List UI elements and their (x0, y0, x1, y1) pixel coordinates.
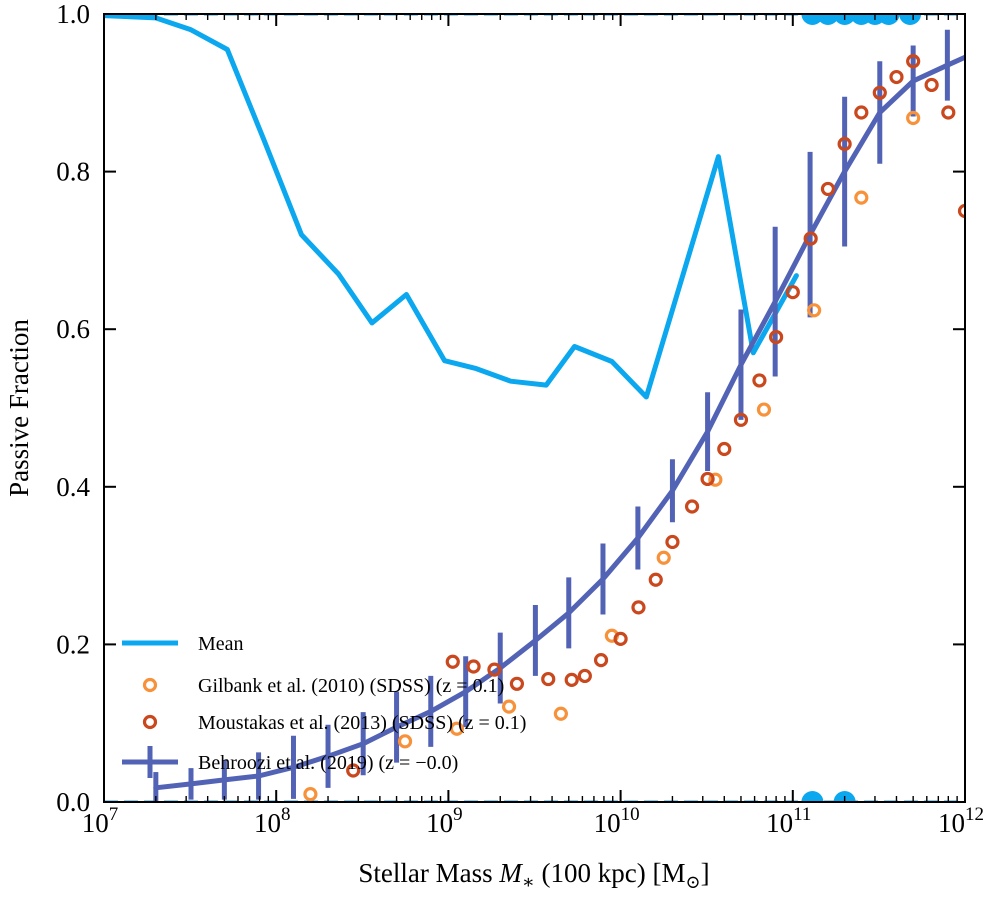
data-point-1 (708, 472, 723, 487)
legend-swatch-2 (142, 714, 158, 730)
x-axis-label: Stellar Mass M∗ (100 kpc) [M⊙] (358, 858, 709, 893)
data-point-2 (346, 763, 361, 778)
data-point-2 (648, 572, 663, 587)
x-tick-label: 107 (82, 804, 119, 838)
y-tick-label: 0.2 (56, 629, 90, 659)
data-point-1 (553, 706, 568, 721)
data-point-2 (613, 631, 628, 646)
data-point-1 (807, 303, 822, 318)
data-point-2 (445, 654, 460, 669)
data-point-2 (957, 203, 965, 219)
legend-label-3: Behroozi et al. (2019) (z = −0.0) (198, 752, 458, 774)
data-point-1 (756, 402, 772, 417)
axis-ticks (103, 13, 966, 803)
data-point-2 (717, 441, 732, 457)
data-point-2 (466, 659, 481, 674)
data-point-2 (593, 653, 609, 668)
data-point-2 (541, 671, 556, 687)
data-point-2 (577, 668, 592, 684)
legend-label-0: Mean (198, 633, 244, 655)
x-tick-label: 1011 (766, 804, 811, 838)
data-point-2 (803, 231, 818, 246)
legend-label-1: Gilbank et al. (2010) (SDSS) (z = 0.1) (198, 675, 504, 697)
data-point-1 (501, 699, 517, 714)
data-point-2 (509, 676, 525, 691)
series-line-0 (104, 14, 799, 400)
y-axis-label: Passive Fraction (4, 319, 34, 497)
data-point-2 (889, 69, 904, 85)
data-point-2 (665, 534, 680, 550)
legend-label-2: Moustakas et al. (2013) (SDSS) (z = 0.1) (198, 712, 526, 734)
data-point-2 (906, 54, 921, 69)
rug-top-point (816, 14, 839, 25)
y-tick-label: 0.8 (56, 157, 90, 187)
plot-frame (103, 13, 966, 803)
y-tick-label: 0.4 (56, 472, 90, 502)
x-tick-label: 1012 (938, 804, 984, 838)
data-point-1 (854, 190, 869, 205)
data-point-1 (906, 110, 921, 126)
data-point-2 (769, 329, 784, 345)
legend: Mean Gilbank et al. (2010) (SDSS) (z = 0.… (122, 633, 526, 778)
data-point-2 (854, 105, 869, 120)
data-point-2 (872, 85, 887, 100)
x-tick-label: 109 (426, 804, 463, 838)
data-point-1 (303, 787, 318, 802)
y-tick-label: 1.0 (56, 0, 90, 29)
data-point-2 (487, 662, 502, 677)
data-point-2 (837, 136, 852, 152)
data-point-1 (656, 550, 671, 565)
rug-top-point (899, 14, 922, 25)
rug-top-point (877, 14, 900, 25)
data-point-2 (733, 412, 749, 427)
rug-bottom-point (801, 791, 824, 802)
data-point-2 (684, 499, 700, 514)
data-point-2 (820, 181, 836, 197)
plot-area (104, 14, 965, 802)
tick-labels: 107 108 109 1010 1011 1012 0.0 0.2 0.4 0.6 0.8 1.0 (56, 0, 984, 838)
data-point-1 (397, 734, 413, 749)
data-point-2 (941, 105, 956, 120)
data-point-2 (924, 77, 939, 93)
data-point-2 (752, 373, 767, 388)
y-tick-label: 0.6 (56, 314, 90, 344)
data-point-2 (700, 471, 715, 487)
data-point-1 (449, 721, 464, 736)
x-tick-label: 108 (254, 804, 291, 838)
legend-swatch-1 (142, 677, 158, 693)
data-point-2 (564, 672, 579, 687)
x-tick-label: 1010 (594, 804, 640, 838)
data-point-2 (785, 285, 800, 300)
data-point-2 (631, 600, 646, 615)
y-tick-label: 0.0 (56, 787, 90, 817)
